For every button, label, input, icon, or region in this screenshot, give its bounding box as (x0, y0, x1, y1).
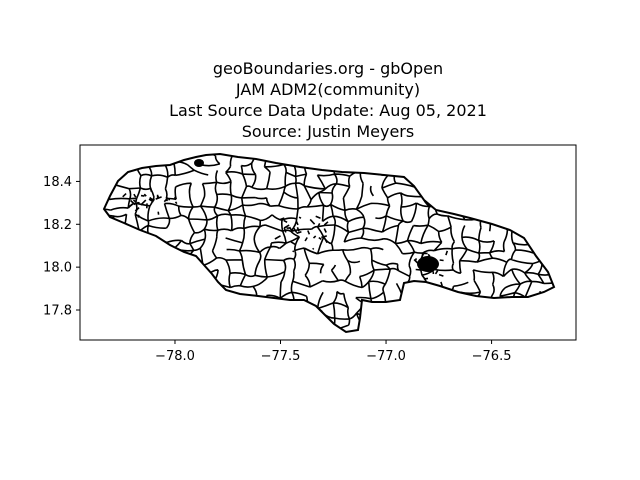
y-tick-label: 18.2 (43, 218, 72, 233)
y-tick-label: 18.0 (43, 261, 72, 276)
dense-admin-boundaries (122, 187, 178, 218)
montego-bay-dense-area (194, 159, 204, 167)
admin-boundaries (104, 154, 554, 332)
x-tick-label: −76.5 (472, 349, 512, 364)
x-axis: −78.0 −77.5 −77.0 −76.5 (155, 340, 511, 364)
kingston-dense-area (417, 256, 439, 272)
title-line-author: Source: Justin Meyers (241, 122, 415, 141)
x-tick-label: −77.5 (261, 349, 301, 364)
x-tick-label: −78.0 (155, 349, 195, 364)
boundaries-layer (102, 152, 556, 334)
title-line-source-site: geoBoundaries.org - gbOpen (212, 59, 444, 78)
map-title: geoBoundaries.org - gbOpen JAM ADM2(comm… (0, 58, 640, 142)
plot-frame (79, 144, 577, 341)
dense-admin-boundaries (274, 215, 329, 253)
title-line-update: Last Source Data Update: Aug 05, 2021 (169, 101, 487, 120)
y-tick-label: 17.8 (43, 304, 72, 319)
y-tick-label: 18.4 (43, 175, 72, 190)
title-line-dataset: JAM ADM2(community) (235, 80, 421, 99)
island-outline (102, 152, 556, 334)
y-axis: 18.4 18.2 18.0 17.8 (43, 175, 80, 319)
x-tick-label: −77.0 (366, 349, 406, 364)
